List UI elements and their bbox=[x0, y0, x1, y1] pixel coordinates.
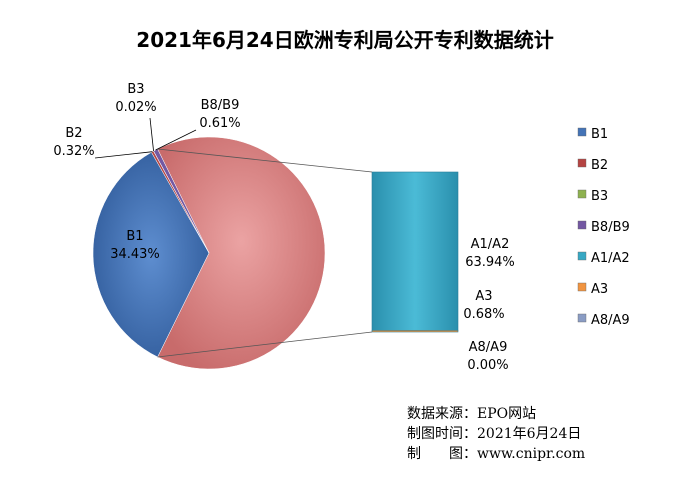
legend-item-a1-a2: A1/A2 bbox=[577, 251, 630, 266]
legend-swatch bbox=[577, 189, 587, 199]
source-line-2: 制图时间：2021年6月24日 bbox=[407, 426, 581, 442]
source-line-3: 制 图：www.cnipr.com bbox=[407, 446, 585, 462]
data-label-value: 34.43% bbox=[110, 247, 160, 262]
data-label-name: A1/A2 bbox=[471, 237, 510, 252]
data-label-name: B2 bbox=[65, 126, 82, 141]
legend-item-b2: B2 bbox=[577, 158, 608, 173]
leader-line-b8-b9 bbox=[155, 129, 197, 151]
data-label-b1: B1 34.43% bbox=[110, 229, 160, 262]
connector-line-bottom bbox=[157, 331, 373, 358]
data-label-value: 63.94% bbox=[465, 255, 515, 270]
bar-segment-a1-a2 bbox=[371, 171, 459, 331]
legend-label: B2 bbox=[591, 158, 608, 173]
leader-line-b3 bbox=[149, 117, 154, 152]
legend-item-b8-b9: B8/B9 bbox=[577, 220, 630, 235]
data-label-value: 0.68% bbox=[463, 307, 504, 322]
source-line-1: 数据来源：EPO网站 bbox=[407, 406, 536, 422]
data-label-name: B3 bbox=[127, 82, 144, 97]
data-label-value: 0.02% bbox=[115, 100, 156, 115]
legend-label: A8/A9 bbox=[591, 313, 630, 328]
legend-item-b1: B1 bbox=[577, 127, 608, 142]
data-label-a8-a9: A8/A9 0.00% bbox=[467, 340, 508, 373]
data-label-name: A8/A9 bbox=[469, 340, 508, 355]
data-label-name: B1 bbox=[126, 229, 143, 244]
legend-swatch bbox=[577, 127, 587, 137]
legend-swatch bbox=[577, 158, 587, 168]
legend-label: B3 bbox=[591, 189, 608, 204]
data-label-b2: B2 0.32% bbox=[53, 126, 94, 159]
legend-label: B8/B9 bbox=[591, 220, 630, 235]
legend-label: B1 bbox=[591, 127, 608, 142]
legend-item-a3: A3 bbox=[577, 282, 608, 297]
leader-line-b2 bbox=[94, 151, 153, 159]
data-label-value: 0.32% bbox=[53, 144, 94, 159]
legend-swatch bbox=[577, 220, 587, 230]
chart-title: 2021年6月24日欧洲专利局公开专利数据统计 bbox=[136, 28, 553, 52]
legend-item-b3: B3 bbox=[577, 189, 608, 204]
legend-item-a8-a9: A8/A9 bbox=[577, 313, 630, 328]
legend-swatch bbox=[577, 313, 587, 323]
data-label-a3: A3 0.68% bbox=[463, 289, 504, 322]
data-label-b3: B3 0.02% bbox=[115, 82, 156, 115]
data-label-a1-a2: A1/A2 63.94% bbox=[465, 237, 515, 270]
source-info: 数据来源：EPO网站 制图时间：2021年6月24日 制 图：www.cnipr… bbox=[407, 406, 585, 462]
data-label-b8-b9: B8/B9 0.61% bbox=[199, 98, 240, 131]
data-label-value: 0.61% bbox=[199, 116, 240, 131]
data-label-value: 0.00% bbox=[467, 358, 508, 373]
legend-label: A1/A2 bbox=[591, 251, 630, 266]
legend-swatch bbox=[577, 282, 587, 292]
pie-slice-b1 bbox=[92, 151, 210, 358]
connector-line-top bbox=[157, 148, 373, 173]
pie-slice-other bbox=[157, 136, 326, 370]
bar-segment-a3 bbox=[371, 330, 459, 333]
data-label-name: A3 bbox=[475, 289, 492, 304]
legend-label: A3 bbox=[591, 282, 608, 297]
legend-swatch bbox=[577, 251, 587, 261]
data-label-name: B8/B9 bbox=[201, 98, 240, 113]
